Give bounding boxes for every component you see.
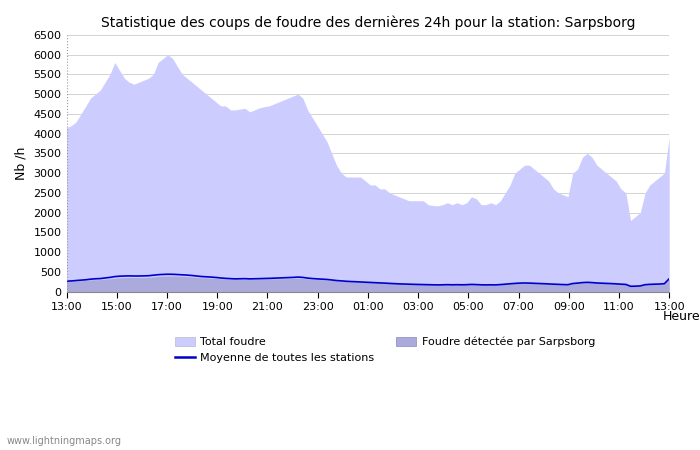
Legend: Total foudre, Moyenne de toutes les stations, Foudre détectée par Sarpsborg: Total foudre, Moyenne de toutes les stat… [174, 337, 596, 363]
Title: Statistique des coups de foudre des dernières 24h pour la station: Sarpsborg: Statistique des coups de foudre des dern… [101, 15, 635, 30]
X-axis label: Heure: Heure [662, 310, 700, 323]
Text: www.lightningmaps.org: www.lightningmaps.org [7, 436, 122, 446]
Y-axis label: Nb /h: Nb /h [15, 147, 28, 180]
